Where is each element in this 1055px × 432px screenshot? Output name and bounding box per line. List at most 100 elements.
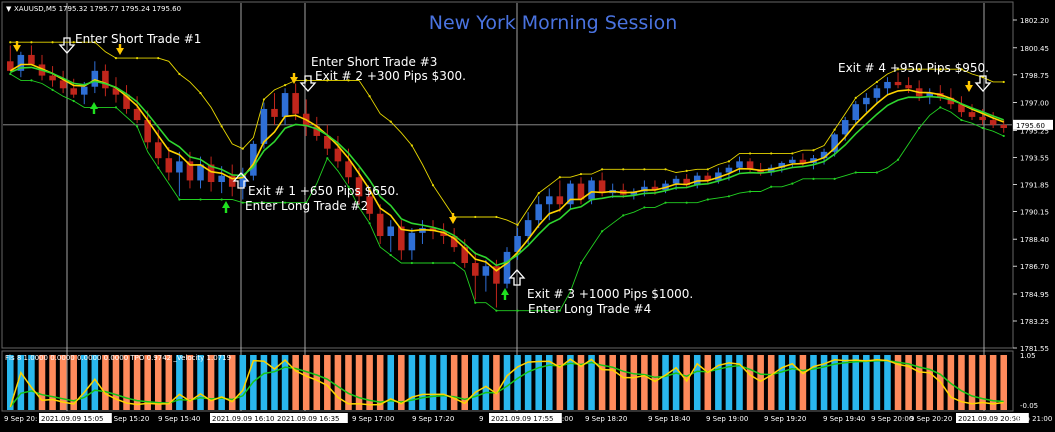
signal-arrows xyxy=(13,41,973,300)
trail-dot xyxy=(854,96,857,99)
histogram-bar xyxy=(112,355,120,410)
trade-markers xyxy=(58,37,992,286)
candle-body xyxy=(228,175,236,187)
candle-body xyxy=(493,266,500,284)
trail-dot xyxy=(706,168,709,171)
histogram-bar xyxy=(535,355,542,410)
price-tick-label: 1793.55 xyxy=(1020,154,1049,162)
histogram-bar xyxy=(376,355,384,410)
histogram-bar xyxy=(355,355,363,410)
trail-dot xyxy=(579,261,583,265)
trail-dot xyxy=(896,158,900,161)
trail-dot xyxy=(495,309,498,312)
histogram-bar xyxy=(778,355,786,410)
sell-arrow-icon xyxy=(116,44,124,55)
histogram-bar xyxy=(387,355,395,410)
moving-averages xyxy=(9,63,1004,272)
histogram-bar xyxy=(260,355,268,410)
histogram-bar xyxy=(154,355,162,410)
histogram-bar xyxy=(472,355,479,410)
trail-dot xyxy=(643,168,646,171)
histogram-bar xyxy=(545,355,553,410)
symbol-header: XAUUSD,M5 1795.32 1795.77 1795.24 1795.6… xyxy=(14,5,181,13)
trail-dot xyxy=(791,152,794,155)
histogram-bar xyxy=(123,355,130,410)
histogram-bar xyxy=(873,355,881,410)
trail-dot xyxy=(72,41,75,44)
price-tick-label: 1784.95 xyxy=(1020,291,1049,299)
candle-body xyxy=(482,266,490,276)
candle-body xyxy=(831,134,838,152)
time-tick-label: 9 Sep 20:00 xyxy=(871,415,913,423)
histogram-bar xyxy=(398,355,405,410)
sell-arrow-icon xyxy=(449,213,457,224)
trail-dot xyxy=(262,201,266,204)
trail-dot xyxy=(136,125,139,128)
time-tick-label: 2021.09.09 16:35 xyxy=(277,415,339,423)
candle-body xyxy=(112,88,120,95)
histogram-bar xyxy=(767,355,775,410)
trail-dot xyxy=(579,172,583,176)
histogram-bar xyxy=(619,355,627,410)
time-tick-label: 9 Sep 18:20 xyxy=(585,415,627,423)
histogram-bar xyxy=(302,355,310,410)
trailing-lines xyxy=(9,41,1005,312)
annotation-text: Enter Long Trade #2 xyxy=(245,199,368,213)
candle-body xyxy=(154,142,162,159)
candle-body xyxy=(863,97,870,105)
candle-body xyxy=(207,164,215,183)
histogram-bar xyxy=(228,355,236,410)
indicator-label: Fls 8 1.0000 0.0000 0.0000 0.0000 TPO 0.… xyxy=(5,354,231,362)
candle-body xyxy=(598,180,606,194)
candle-body xyxy=(968,112,976,117)
histogram-bar xyxy=(102,355,109,410)
histogram-bar xyxy=(989,355,997,410)
histogram-bar xyxy=(197,355,204,410)
indicator-tick-label: -0.05 xyxy=(1020,402,1038,410)
trail-dot xyxy=(770,152,773,155)
trail-dot xyxy=(495,215,498,219)
candle-body xyxy=(144,120,151,143)
histogram-bar xyxy=(38,355,46,410)
trail-dot xyxy=(622,214,625,217)
histogram-bar xyxy=(70,355,77,410)
dropdown-arrow-icon[interactable]: ▼ xyxy=(6,5,12,13)
trail-dot xyxy=(516,223,519,227)
sell-arrow-icon xyxy=(13,41,21,52)
time-tick-label: 9 xyxy=(479,415,483,423)
candle-body xyxy=(165,158,173,173)
trail-dot xyxy=(812,149,815,152)
candle-body xyxy=(884,81,891,89)
trail-dot xyxy=(939,106,942,109)
candle-body xyxy=(820,151,828,159)
histogram-bar xyxy=(144,355,151,410)
histogram-bar xyxy=(28,355,35,410)
oscillator-yellow-line xyxy=(9,358,1004,408)
histogram-bar xyxy=(915,355,923,410)
candle-body xyxy=(292,93,299,114)
trail-dot xyxy=(960,118,963,122)
trail-dot xyxy=(727,160,731,163)
histogram-bar xyxy=(662,355,669,410)
candle-body xyxy=(567,183,574,205)
candle-body xyxy=(376,213,384,237)
histogram-bar xyxy=(292,355,299,410)
trail-dot xyxy=(664,201,667,204)
histogram-bar xyxy=(715,355,722,410)
trail-dot xyxy=(199,91,202,95)
price-tick-label: 1781.55 xyxy=(1020,345,1049,353)
candle-body xyxy=(704,175,712,181)
trail-dot xyxy=(178,198,181,201)
candle-body xyxy=(715,172,722,181)
time-axis: 9 Sep 20: 2021.09.09 15:05 9 Sep 15:20 9 Se… xyxy=(4,413,1052,423)
trail-dot xyxy=(685,169,688,172)
time-tick-label: 9 Sep 19:20 xyxy=(764,415,806,423)
candle-body xyxy=(545,196,553,205)
trail-dot xyxy=(326,157,329,160)
histogram-bar xyxy=(884,355,891,410)
histogram-bar xyxy=(133,355,141,410)
histogram-bar xyxy=(313,355,321,410)
candle-body xyxy=(450,236,458,248)
trail-dot xyxy=(854,171,857,174)
